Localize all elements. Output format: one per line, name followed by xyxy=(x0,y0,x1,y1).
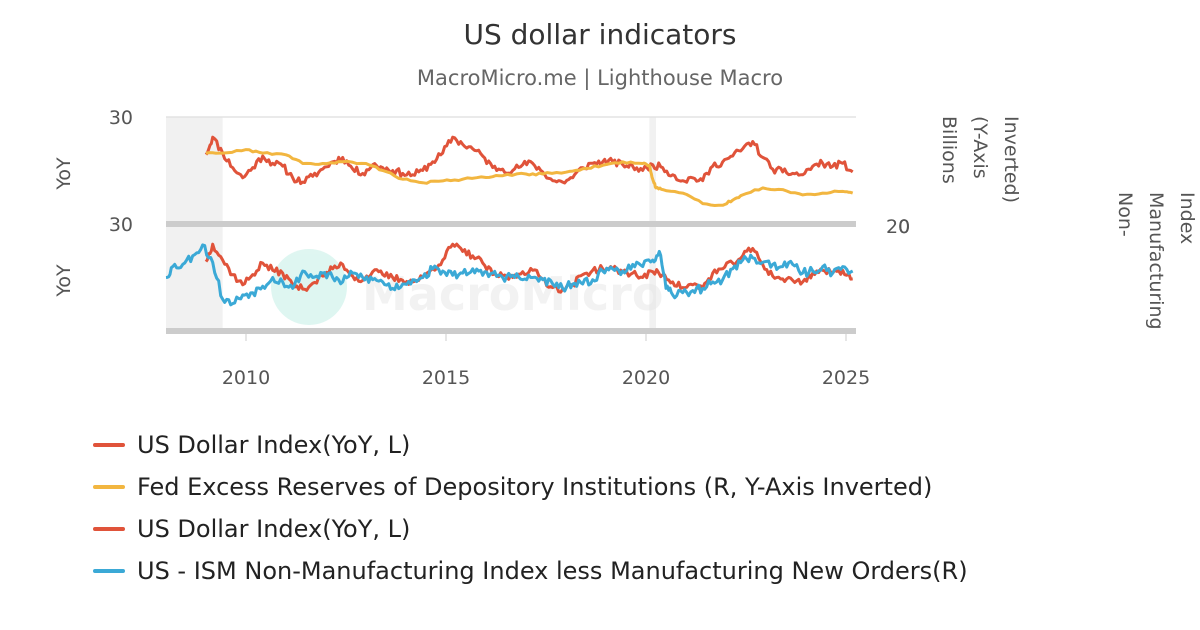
series-line xyxy=(204,135,854,186)
left-axis-tick: 30 xyxy=(109,107,133,129)
right-axis-label-line: Manufacturing xyxy=(1145,192,1167,330)
legend-swatch xyxy=(93,485,125,489)
x-tick-label: 2025 xyxy=(822,367,870,389)
right-axis-label: Billions (Y-Axis Inverted) xyxy=(938,116,1022,203)
left-axis-tick: 30 xyxy=(109,214,133,236)
right-axis-label: Non-ManufacturingIndexlessManufacturingN… xyxy=(1114,192,1198,330)
legend-label: Fed Excess Reserves of Depository Instit… xyxy=(137,473,933,501)
chart-legend: US Dollar Index(YoY, L) Fed Excess Reserv… xyxy=(93,424,968,592)
legend-item[interactable]: Fed Excess Reserves of Depository Instit… xyxy=(93,466,968,508)
series-line xyxy=(205,148,854,207)
watermark: MacroMicro xyxy=(271,249,663,325)
legend-item[interactable]: US - ISM Non-Manufacturing Index less Ma… xyxy=(93,550,968,592)
legend-item[interactable]: US Dollar Index(YoY, L) xyxy=(93,424,968,466)
legend-label: US Dollar Index(YoY, L) xyxy=(137,431,411,459)
series-line xyxy=(165,243,854,307)
legend-swatch xyxy=(93,527,125,531)
left-axis-label: YoY xyxy=(53,157,75,191)
right-axis-label-line: (Y-Axis xyxy=(969,116,991,179)
x-tick-label: 2010 xyxy=(222,367,270,389)
series-line xyxy=(204,242,853,294)
right-axis-label-line: Non- xyxy=(1114,192,1136,237)
legend-item[interactable]: US Dollar Index(YoY, L) xyxy=(93,508,968,550)
right-axis-label-line: Inverted) xyxy=(1000,116,1022,203)
chart-canvas: US dollar indicators MacroMicro.me | Lig… xyxy=(53,18,1198,389)
legend-swatch xyxy=(93,443,125,447)
legend-swatch xyxy=(93,569,125,573)
legend-label: US - ISM Non-Manufacturing Index less Ma… xyxy=(137,557,968,585)
right-axis-label-line: Billions xyxy=(938,116,960,184)
right-axis-label-line: Index xyxy=(1176,192,1198,244)
x-tick-label: 2015 xyxy=(422,367,470,389)
chart-title: US dollar indicators xyxy=(463,18,736,51)
right-axis-tick: 0 xyxy=(898,216,910,238)
chart-subtitle: MacroMicro.me | Lighthouse Macro xyxy=(417,66,783,91)
x-tick-label: 2020 xyxy=(622,367,670,389)
right-axis-tick: 20 xyxy=(886,216,910,238)
legend-label: US Dollar Index(YoY, L) xyxy=(137,515,411,543)
left-axis-label: YoY xyxy=(53,264,75,298)
